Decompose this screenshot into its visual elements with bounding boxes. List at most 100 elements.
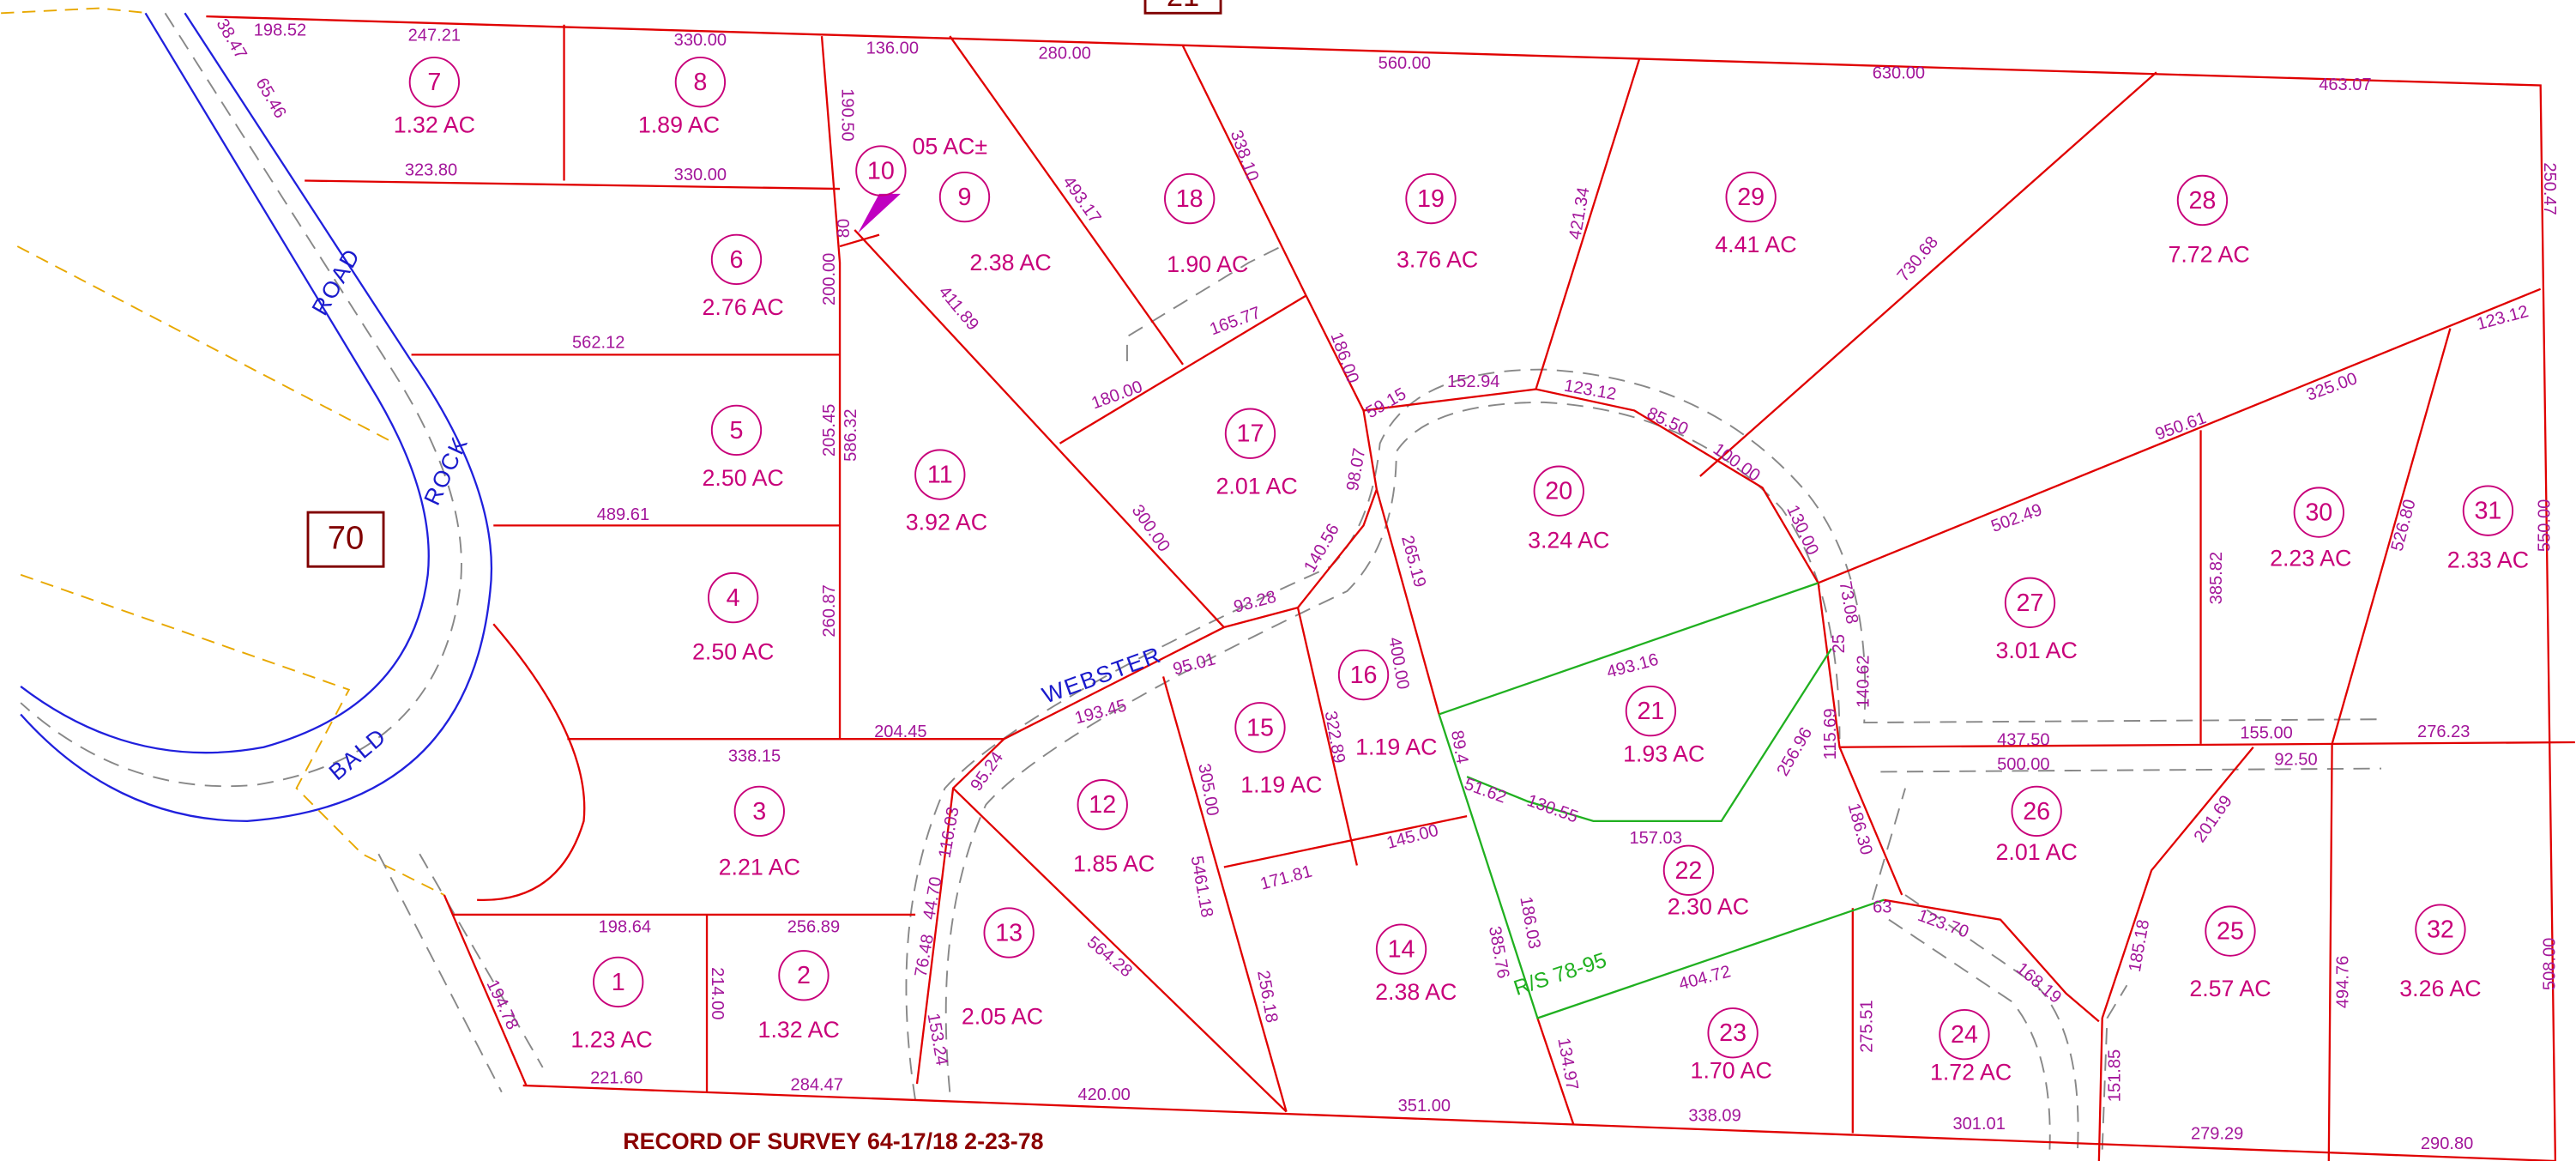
road-name: BALD (324, 723, 392, 785)
dimension-label: 256.96 (1773, 724, 1816, 779)
dimension-label: 500.00 (1997, 755, 2049, 774)
lot-area: 2.01 AC (1996, 839, 2078, 865)
dimension-label: 279.29 (2191, 1125, 2243, 1144)
lot-number: 26 (2023, 798, 2050, 825)
dimension-label: 730.68 (1894, 233, 1942, 285)
dimension-label: 115.69 (1821, 708, 1840, 759)
dimension-label: 123.70 (1915, 906, 1971, 942)
dimension-label: 123.12 (1563, 377, 1618, 404)
dimension-label: 330.00 (674, 166, 727, 184)
dimension-label: 260.87 (820, 584, 839, 637)
lot-circle (1533, 465, 1584, 517)
dimension-label: 186.03 (1516, 895, 1543, 950)
dimension-label: 153.24 (923, 1012, 950, 1067)
lot-area: 1.19 AC (1240, 772, 1322, 798)
lot-number: 23 (1719, 1019, 1746, 1047)
lot-area: 2.38 AC (1375, 979, 1457, 1005)
dimension-label: 338.10 (1227, 128, 1263, 184)
dimension-label: 194.78 (483, 977, 522, 1032)
dimension-label: 411.89 (935, 282, 982, 334)
dimension-label: 190.50 (837, 88, 856, 141)
lot-area: 2.33 AC (2447, 547, 2529, 573)
dimension-label: 171.81 (1258, 862, 1314, 894)
lot-area: 2.50 AC (692, 639, 774, 665)
dimension-label: 73.08 (1836, 580, 1861, 626)
lot-number: 29 (1737, 184, 1765, 211)
note: 05 AC± (912, 133, 987, 159)
dimension-label: 136.00 (866, 39, 919, 58)
dimension-label: 221.60 (590, 1069, 642, 1088)
lot-number: 18 (1176, 185, 1204, 213)
map-number: 70 (328, 520, 365, 557)
dimension-label: 95.01 (1171, 650, 1217, 679)
dimension-label: 586.32 (842, 408, 860, 461)
road-edges (20, 12, 493, 823)
dimension-label: 186.00 (1326, 330, 1362, 385)
lot-circle (914, 449, 966, 500)
dimension-label: 560.00 (1378, 54, 1431, 73)
dimension-label: 290.80 (2421, 1134, 2473, 1153)
dimension-label: 51.62 (1462, 775, 1509, 807)
dimension-label: 385.76 (1485, 925, 1512, 980)
lot-number: 25 (2217, 918, 2244, 946)
lot-area: 2.30 AC (1668, 893, 1749, 919)
dimension-label: 76.48 (912, 933, 938, 978)
lot-number: 28 (2188, 187, 2216, 215)
lot-circle (778, 950, 830, 1001)
lot-number: 15 (1246, 714, 1274, 741)
lot-area: 7.72 AC (2168, 242, 2249, 268)
dimension-label: 276.23 (2417, 723, 2470, 741)
dimension-label: 130.00 (1783, 502, 1822, 558)
lot-number: 32 (2427, 916, 2454, 944)
lot-circle (2415, 904, 2466, 955)
lot-area: 3.24 AC (1528, 528, 1609, 553)
lot-area: 1.90 AC (1167, 251, 1248, 277)
dimension-label: 25 (1830, 634, 1849, 653)
lot-circle (938, 171, 991, 223)
lot-area: 3.76 AC (1397, 246, 1478, 272)
lot-area: 1.70 AC (1691, 1058, 1772, 1084)
dimension-label: 151.85 (2105, 1049, 2124, 1102)
dimension-label: 63 (1873, 898, 1891, 917)
lot-circle (1224, 408, 1276, 459)
lot-circle (708, 571, 759, 624)
dimension-label: 550.00 (2536, 499, 2555, 552)
lot-circle (2004, 577, 2056, 628)
lot-circle (1234, 702, 1286, 753)
survey-lines (1438, 582, 1885, 1019)
dimension-label: 494.76 (2333, 956, 2352, 1008)
lot-circle (2205, 905, 2256, 957)
lot-area: 2.57 AC (2189, 976, 2271, 1001)
dimension-label: 421.34 (1566, 186, 1593, 241)
dimension-label: 38.47 (213, 15, 250, 63)
lot-circle (1939, 1008, 1990, 1061)
lot-area: 1.32 AC (394, 112, 475, 137)
lot-circle (1405, 172, 1457, 225)
dimension-label: 305.00 (1194, 762, 1222, 817)
dimension-label: 323.80 (405, 160, 457, 179)
lot-area: 4.41 AC (1715, 232, 1796, 257)
lot-number: 1 (612, 969, 625, 996)
dimension-label: 338.15 (728, 747, 781, 766)
dimension-label: 280.00 (1039, 44, 1091, 63)
lot-circle (1337, 649, 1390, 701)
lot-area: 3.26 AC (2399, 976, 2481, 1001)
road-name: ROCK (419, 432, 473, 510)
dimension-label: 180.00 (1089, 378, 1145, 414)
lot-area: 1.89 AC (638, 112, 720, 137)
dimension-label: 204.45 (874, 723, 926, 741)
lot-number: 5 (730, 417, 744, 444)
lot-area: 1.93 AC (1623, 741, 1704, 766)
orange-lines (1, 7, 445, 896)
dimension-label: 562.12 (572, 333, 624, 352)
lot-circle (408, 57, 461, 108)
dimension-label: 140.62 (1855, 655, 1873, 707)
lot-area: 2.05 AC (962, 1004, 1043, 1030)
dimension-label: 123.12 (2475, 302, 2531, 334)
dimension-label: 100.00 (1710, 439, 1764, 485)
dimension-label: 145.00 (1385, 821, 1440, 853)
lot-circle (2462, 485, 2514, 536)
lot-area: 2.01 AC (1216, 473, 1297, 499)
dimension-label: 322.89 (1321, 710, 1348, 765)
